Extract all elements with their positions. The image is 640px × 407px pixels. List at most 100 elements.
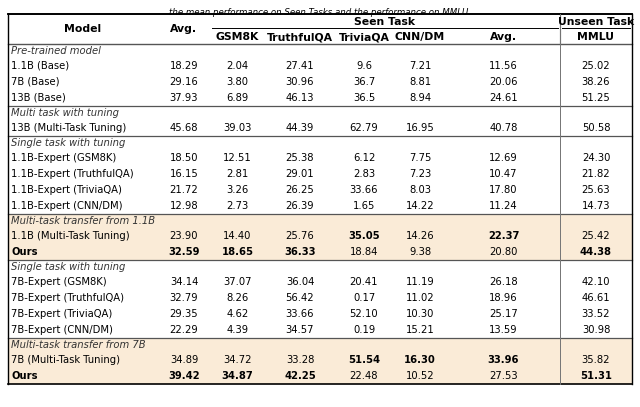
Text: 36.04: 36.04 <box>286 277 314 287</box>
Text: 2.73: 2.73 <box>227 201 248 211</box>
Text: 13B (Multi-Task Tuning): 13B (Multi-Task Tuning) <box>11 123 126 133</box>
Text: 16.15: 16.15 <box>170 169 198 179</box>
Text: 8.03: 8.03 <box>409 185 431 195</box>
Text: 36.33: 36.33 <box>284 247 316 257</box>
Text: the mean performance on Seen Tasks and the performance on MMLU.: the mean performance on Seen Tasks and t… <box>169 8 471 17</box>
Text: Pre-trained model: Pre-trained model <box>11 46 101 56</box>
Text: 2.04: 2.04 <box>227 61 248 71</box>
Text: 25.17: 25.17 <box>489 309 518 319</box>
Text: 1.1B-Expert (TriviaQA): 1.1B-Expert (TriviaQA) <box>11 185 122 195</box>
Text: Seen Task: Seen Task <box>355 17 415 27</box>
Text: 27.41: 27.41 <box>285 61 314 71</box>
Text: 34.14: 34.14 <box>170 277 198 287</box>
Text: 14.40: 14.40 <box>223 231 252 241</box>
Text: Ours: Ours <box>11 247 38 257</box>
Text: 42.25: 42.25 <box>284 371 316 381</box>
Text: 7B-Expert (CNN/DM): 7B-Expert (CNN/DM) <box>11 325 113 335</box>
Text: 36.5: 36.5 <box>353 93 375 103</box>
Text: 1.1B-Expert (GSM8K): 1.1B-Expert (GSM8K) <box>11 153 116 163</box>
Text: 46.13: 46.13 <box>285 93 314 103</box>
Text: 33.52: 33.52 <box>582 309 611 319</box>
Text: 22.29: 22.29 <box>170 325 198 335</box>
Text: 25.38: 25.38 <box>285 153 314 163</box>
Text: TruthfulQA: TruthfulQA <box>267 32 333 42</box>
Text: 11.02: 11.02 <box>406 293 435 303</box>
Text: 11.19: 11.19 <box>406 277 435 287</box>
Text: 8.81: 8.81 <box>409 77 431 87</box>
Text: 7.75: 7.75 <box>409 153 431 163</box>
Text: 22.48: 22.48 <box>349 371 378 381</box>
Text: 37.07: 37.07 <box>223 277 252 287</box>
Text: 25.76: 25.76 <box>285 231 314 241</box>
Text: 6.89: 6.89 <box>227 93 248 103</box>
Text: 39.42: 39.42 <box>168 371 200 381</box>
Text: 44.38: 44.38 <box>580 247 612 257</box>
Text: 18.29: 18.29 <box>170 61 198 71</box>
Text: 1.1B (Multi-Task Tuning): 1.1B (Multi-Task Tuning) <box>11 231 130 241</box>
Text: Avg.: Avg. <box>490 32 517 42</box>
Text: 7B (Base): 7B (Base) <box>11 77 60 87</box>
Text: 29.01: 29.01 <box>285 169 314 179</box>
Text: 13.59: 13.59 <box>489 325 518 335</box>
Text: 7.21: 7.21 <box>409 61 431 71</box>
Text: 26.39: 26.39 <box>285 201 314 211</box>
Text: 21.72: 21.72 <box>170 185 198 195</box>
Text: 1.65: 1.65 <box>353 201 375 211</box>
Text: 4.62: 4.62 <box>227 309 248 319</box>
Text: Ours: Ours <box>11 371 38 381</box>
Text: 18.65: 18.65 <box>221 247 253 257</box>
Text: 27.53: 27.53 <box>489 371 518 381</box>
Text: 20.80: 20.80 <box>490 247 518 257</box>
Text: 3.26: 3.26 <box>227 185 248 195</box>
Text: 11.24: 11.24 <box>489 201 518 211</box>
Text: GSM8K: GSM8K <box>216 32 259 42</box>
Text: 33.28: 33.28 <box>286 355 314 365</box>
Text: 9.6: 9.6 <box>356 61 372 71</box>
Text: 33.66: 33.66 <box>285 309 314 319</box>
Text: 8.26: 8.26 <box>227 293 248 303</box>
Text: 34.87: 34.87 <box>221 371 253 381</box>
Text: 17.80: 17.80 <box>489 185 518 195</box>
Text: 32.59: 32.59 <box>168 247 200 257</box>
Text: Multi-task transfer from 7B: Multi-task transfer from 7B <box>11 340 146 350</box>
Text: 26.25: 26.25 <box>285 185 314 195</box>
Text: 12.98: 12.98 <box>170 201 198 211</box>
Text: 22.37: 22.37 <box>488 231 519 241</box>
Text: 7B-Expert (TruthfulQA): 7B-Expert (TruthfulQA) <box>11 293 124 303</box>
Text: Model: Model <box>65 24 102 34</box>
Text: 2.81: 2.81 <box>227 169 248 179</box>
Text: 8.94: 8.94 <box>409 93 431 103</box>
Text: 1.1B-Expert (TruthfulQA): 1.1B-Expert (TruthfulQA) <box>11 169 134 179</box>
Text: 16.95: 16.95 <box>406 123 435 133</box>
Text: 12.69: 12.69 <box>489 153 518 163</box>
Text: 14.22: 14.22 <box>406 201 435 211</box>
Text: 35.05: 35.05 <box>348 231 380 241</box>
Text: 62.79: 62.79 <box>349 123 378 133</box>
Text: 20.06: 20.06 <box>489 77 518 87</box>
Text: 34.72: 34.72 <box>223 355 252 365</box>
Text: 16.30: 16.30 <box>404 355 436 365</box>
Text: TriviaQA: TriviaQA <box>339 32 389 42</box>
Text: 46.61: 46.61 <box>582 293 611 303</box>
Text: 37.93: 37.93 <box>170 93 198 103</box>
Text: 32.79: 32.79 <box>170 293 198 303</box>
Text: 34.57: 34.57 <box>285 325 314 335</box>
Text: 25.63: 25.63 <box>582 185 611 195</box>
Text: MMLU: MMLU <box>577 32 614 42</box>
Text: 10.52: 10.52 <box>406 371 435 381</box>
Text: 0.19: 0.19 <box>353 325 375 335</box>
Text: 51.31: 51.31 <box>580 371 612 381</box>
Text: Avg.: Avg. <box>170 24 198 34</box>
Text: 7B (Multi-Task Tuning): 7B (Multi-Task Tuning) <box>11 355 120 365</box>
Text: 15.21: 15.21 <box>406 325 435 335</box>
Bar <box>8 338 632 384</box>
Text: 14.73: 14.73 <box>582 201 611 211</box>
Text: 33.96: 33.96 <box>488 355 519 365</box>
Text: 1.1B (Base): 1.1B (Base) <box>11 61 69 71</box>
Text: 18.84: 18.84 <box>350 247 378 257</box>
Text: 0.17: 0.17 <box>353 293 375 303</box>
Text: 12.51: 12.51 <box>223 153 252 163</box>
Text: 51.25: 51.25 <box>582 93 611 103</box>
Text: 30.98: 30.98 <box>582 325 610 335</box>
Text: 14.26: 14.26 <box>406 231 435 241</box>
